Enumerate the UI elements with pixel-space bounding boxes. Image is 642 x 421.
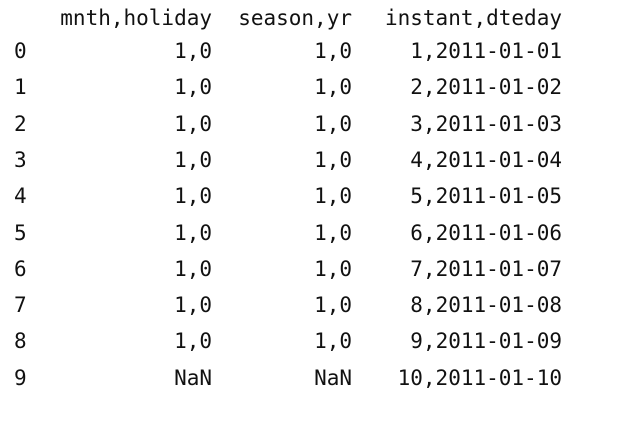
table-cell: 1,0: [174, 256, 212, 281]
row-index: 1: [14, 75, 27, 100]
table-row: 6 1,0 1,0 7,2011-01-07: [0, 251, 642, 287]
table-cell: 1,0: [174, 75, 212, 100]
table-cell: 1,0: [174, 39, 212, 63]
table-cell: 1,0: [314, 256, 352, 281]
table-cell: 7,2011-01-07: [410, 256, 562, 281]
row-index: 0: [14, 39, 27, 63]
row-index: 8: [14, 329, 27, 354]
table-cell: 9,2011-01-09: [410, 329, 562, 354]
table-cell: 1,0: [314, 329, 352, 354]
table-cell: 2,2011-01-02: [410, 75, 562, 100]
row-index: 2: [14, 111, 27, 136]
table-cell: 1,0: [314, 184, 352, 209]
row-index: 9: [14, 365, 27, 390]
table-row: 8 1,0 1,0 9,2011-01-09: [0, 323, 642, 359]
table-cell: 1,0: [174, 147, 212, 172]
table-cell: 1,0: [314, 39, 352, 63]
table-cell: 1,0: [174, 220, 212, 245]
table-cell: 1,0: [174, 293, 212, 318]
row-index: 5: [14, 220, 27, 245]
table-row: 4 1,0 1,0 5,2011-01-05: [0, 178, 642, 214]
header-row: mnth,holiday season,yr instant,dteday: [0, 0, 642, 36]
table-cell: 1,0: [314, 220, 352, 245]
table-row: 9 NaN NaN 10,2011-01-10: [0, 360, 642, 396]
table-cell: 1,2011-01-01: [410, 39, 562, 63]
table-cell: 1,0: [174, 111, 212, 136]
row-index: 7: [14, 293, 27, 318]
table-cell: 4,2011-01-04: [410, 147, 562, 172]
row-index: 4: [14, 184, 27, 209]
column-header: season,yr: [238, 6, 352, 30]
table-row: 5 1,0 1,0 6,2011-01-06: [0, 215, 642, 251]
table-row: 7 1,0 1,0 8,2011-01-08: [0, 287, 642, 323]
table-cell: NaN: [174, 365, 212, 390]
table-cell: 1,0: [314, 293, 352, 318]
table-row: 1 1,0 1,0 2,2011-01-02: [0, 69, 642, 105]
table-cell: 1,0: [314, 111, 352, 136]
table-cell: 6,2011-01-06: [410, 220, 562, 245]
table-row: 2 1,0 1,0 3,2011-01-03: [0, 106, 642, 142]
row-index: 6: [14, 256, 27, 281]
table-row: 3 1,0 1,0 4,2011-01-04: [0, 142, 642, 178]
table-cell: 1,0: [174, 184, 212, 209]
table-cell: 1,0: [174, 329, 212, 354]
table-row: 0 1,0 1,0 1,2011-01-01: [0, 33, 642, 69]
table-cell: 10,2011-01-10: [397, 365, 562, 390]
table-cell: 5,2011-01-05: [410, 184, 562, 209]
table-cell: 8,2011-01-08: [410, 293, 562, 318]
table-cell: 1,0: [314, 75, 352, 100]
table-cell: 1,0: [314, 147, 352, 172]
table-cell: NaN: [314, 365, 352, 390]
column-header: mnth,holiday: [60, 6, 212, 30]
row-index: 3: [14, 147, 27, 172]
column-header: instant,dteday: [384, 6, 562, 30]
table-cell: 3,2011-01-03: [410, 111, 562, 136]
